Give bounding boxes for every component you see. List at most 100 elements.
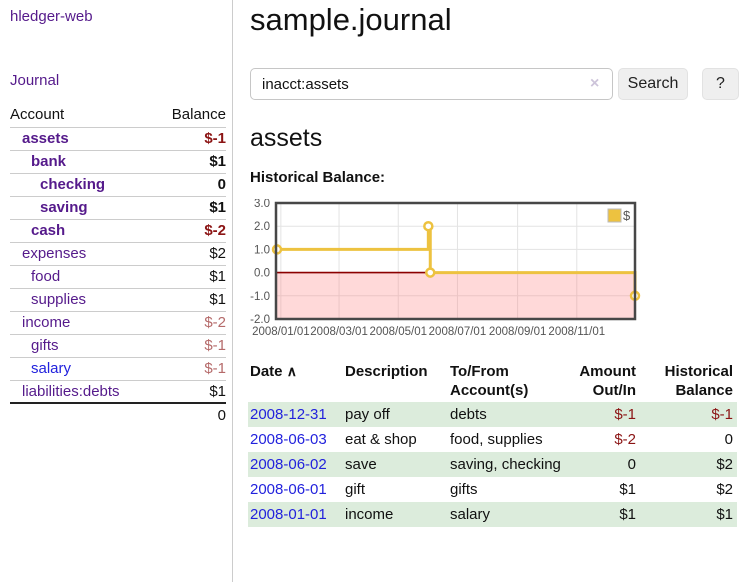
svg-text:2008/11/01: 2008/11/01 [548, 326, 605, 338]
transaction-accounts: gifts [450, 481, 478, 498]
transaction-amount: 0 [627, 456, 636, 473]
account-link[interactable]: expenses [22, 245, 87, 262]
account-balance: $-2 [154, 218, 226, 242]
transaction-balance: 0 [724, 431, 733, 448]
account-link[interactable]: cash [31, 222, 66, 239]
transaction-balance: $-1 [711, 406, 733, 423]
accounts-table: Account Balance assets $-1 bank $1 checking 0… [10, 103, 226, 426]
account-row: food $1 [10, 264, 226, 288]
register-row: 2008-06-03 eat & shop food, supplies $-2 0 [248, 427, 737, 452]
transaction-balance: $2 [716, 456, 733, 473]
register-row: 2008-06-02 save saving, checking 0 $2 [248, 452, 737, 477]
account-balance: $1 [154, 379, 226, 403]
account-link[interactable]: gifts [31, 337, 59, 354]
svg-text:-2.0: -2.0 [250, 314, 270, 326]
account-row: expenses $2 [10, 241, 226, 265]
clear-search-icon[interactable]: × [590, 75, 600, 92]
sidebar: hledger-web Journal Account Balance asse… [0, 0, 233, 582]
account-link[interactable]: liabilities:debts [22, 382, 120, 400]
svg-text:0.0: 0.0 [254, 268, 270, 280]
app-title-link[interactable]: hledger-web [10, 8, 93, 25]
svg-text:3.0: 3.0 [254, 199, 270, 210]
account-row: checking 0 [10, 172, 226, 196]
account-balance: $-1 [154, 126, 226, 150]
transaction-accounts: saving, checking [450, 456, 561, 473]
help-button[interactable]: ? [702, 68, 739, 100]
account-row: bank $1 [10, 149, 226, 173]
transaction-amount: $1 [619, 506, 636, 523]
account-link[interactable]: salary [31, 360, 72, 377]
transaction-date-link[interactable]: 2008-06-02 [250, 456, 327, 473]
svg-text:2008/09/01: 2008/09/01 [489, 326, 547, 338]
account-row: assets $-1 [10, 126, 226, 150]
description-column-header: Description [345, 363, 428, 380]
svg-text:2.0: 2.0 [254, 221, 270, 233]
transaction-date-link[interactable]: 2008-12-31 [250, 406, 327, 423]
account-row: income $-2 [10, 310, 226, 334]
transaction-amount: $-2 [614, 431, 636, 448]
transaction-date-link[interactable]: 2008-06-03 [250, 431, 327, 448]
account-link[interactable]: bank [31, 153, 67, 170]
sort-asc-icon: ∧ [286, 363, 297, 379]
register-row: 2008-01-01 income salary $1 $1 [248, 502, 737, 527]
svg-text:2008/03/01: 2008/03/01 [310, 326, 368, 338]
transaction-date-link[interactable]: 2008-06-01 [250, 481, 327, 498]
register-row: 2008-12-31 pay off debts $-1 $-1 [248, 402, 737, 427]
search-button[interactable]: Search [618, 68, 688, 100]
account-balance: $1 [154, 195, 226, 219]
account-row: gifts $-1 [10, 333, 226, 357]
chart-legend-label: $ [623, 208, 631, 223]
account-link[interactable]: assets [22, 130, 69, 147]
account-balance: $2 [154, 241, 226, 265]
account-row: liabilities:debts $1 [10, 379, 226, 403]
account-row: salary $-1 [10, 356, 226, 380]
search-bar: × Search ? [250, 68, 740, 100]
transaction-amount: $1 [619, 481, 636, 498]
search-input[interactable] [250, 68, 613, 100]
account-link[interactable]: food [31, 268, 61, 285]
chart-heading: Historical Balance: [250, 169, 386, 186]
account-row: saving $1 [10, 195, 226, 219]
transaction-accounts: salary [450, 506, 491, 523]
transaction-date-link[interactable]: 2008-01-01 [250, 506, 327, 523]
account-balance: 0 [154, 172, 226, 196]
balance-column-header: Balance [171, 106, 226, 124]
account-link[interactable]: income [22, 314, 71, 331]
transaction-description: gift [345, 481, 366, 498]
account-balance: $1 [154, 149, 226, 173]
svg-text:-1.0: -1.0 [250, 291, 270, 303]
amount-column-header: Amount Out/In [579, 363, 636, 399]
account-balance: $-1 [154, 333, 226, 357]
transaction-balance: $1 [716, 506, 733, 523]
accounts-total-value: 0 [154, 402, 226, 426]
register-row: 2008-06-01 gift gifts $1 $2 [248, 477, 737, 502]
transaction-accounts: debts [450, 406, 487, 423]
account-balance: $-2 [154, 310, 226, 334]
account-row: cash $-2 [10, 218, 226, 242]
account-link[interactable]: checking [40, 176, 106, 193]
svg-text:2008/07/01: 2008/07/01 [429, 326, 487, 338]
transaction-description: pay off [345, 406, 390, 423]
balance-column-header2: Historical Balance [664, 363, 733, 399]
account-link[interactable]: supplies [31, 291, 87, 308]
svg-text:2008/05/01: 2008/05/01 [369, 326, 427, 338]
register-header-row: Date ∧ Description To/From Account(s) Amo… [248, 360, 737, 402]
accounts-column-header2: To/From Account(s) [450, 363, 529, 399]
accounts-total-row: 0 [10, 402, 226, 426]
date-column-header[interactable]: Date ∧ [250, 363, 297, 380]
sidebar-item-journal[interactable]: Journal [10, 72, 60, 89]
accounts-column-header: Account [10, 106, 65, 124]
account-balance: $-1 [154, 356, 226, 380]
historical-balance-chart[interactable]: $3.0 2.0 1.0 0.0 -1.0 -2.0 2008/01/01 2008/03/0… [244, 198, 714, 344]
transaction-description: save [345, 456, 377, 473]
svg-text:2008/01/01: 2008/01/01 [252, 326, 310, 338]
register-table: Date ∧ Description To/From Account(s) Amo… [248, 360, 737, 527]
account-balance: $1 [154, 264, 226, 288]
account-balance: $1 [154, 287, 226, 311]
transaction-description: income [345, 506, 394, 523]
account-link[interactable]: saving [40, 199, 88, 216]
account-heading: assets [250, 124, 323, 152]
transaction-balance: $2 [716, 481, 733, 498]
page-title: sample.journal [250, 2, 452, 37]
svg-text:1.0: 1.0 [254, 244, 270, 256]
